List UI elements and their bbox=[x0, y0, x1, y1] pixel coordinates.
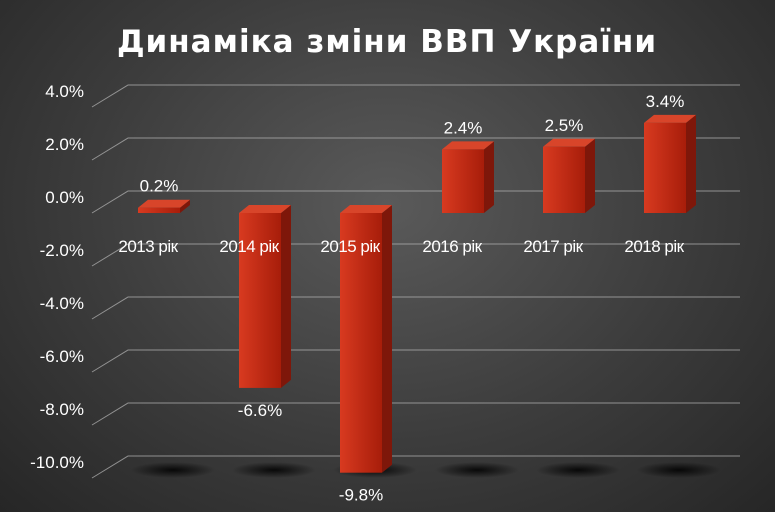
gridline bbox=[91, 296, 740, 320]
bar-side bbox=[585, 138, 595, 213]
bar-2018-рік bbox=[644, 114, 696, 213]
bar-front bbox=[442, 149, 484, 213]
bar-shadow bbox=[131, 462, 215, 478]
bar-front bbox=[543, 146, 585, 213]
bar-front bbox=[239, 213, 281, 388]
data-label: 0.2% bbox=[140, 177, 179, 196]
x-category-label: 2017 рік bbox=[523, 237, 583, 256]
x-category-label: 2014 рік bbox=[219, 237, 279, 256]
bar-side bbox=[281, 205, 291, 388]
bar-top bbox=[543, 138, 595, 147]
y-axis-ticks: 4.0% 2.0% 0.0% -2.0% -4.0% -6.0% -8.0% -10.0% bbox=[30, 82, 84, 472]
bar-top bbox=[239, 205, 291, 213]
gridline bbox=[91, 137, 740, 161]
data-label: 2.4% bbox=[444, 118, 483, 137]
bar-shadow bbox=[435, 462, 519, 478]
bar-shadow bbox=[637, 462, 721, 478]
y-tick-label: -10.0% bbox=[30, 453, 84, 472]
y-tick-label: -2.0% bbox=[40, 241, 84, 260]
bar-top bbox=[138, 199, 190, 208]
bar-shadow bbox=[536, 462, 620, 478]
bar-side bbox=[484, 141, 494, 213]
data-labels: 0.2% -6.6% -9.8% 2.4% 2.5% 3.4% bbox=[140, 92, 685, 505]
bar-front bbox=[340, 213, 382, 473]
bar-2017-рік bbox=[543, 138, 595, 213]
gridline bbox=[91, 84, 740, 108]
floor-shadows bbox=[131, 462, 721, 478]
bar-top bbox=[442, 141, 494, 150]
bar-side bbox=[382, 205, 392, 473]
data-label: -6.6% bbox=[238, 401, 282, 420]
gridline bbox=[91, 243, 740, 267]
x-category-label: 2018 рік bbox=[624, 237, 684, 256]
bar-2014-рік bbox=[239, 205, 291, 388]
bars bbox=[138, 114, 696, 473]
data-label: 3.4% bbox=[646, 92, 685, 111]
x-category-label: 2013 рік bbox=[118, 237, 178, 256]
y-tick-label: 4.0% bbox=[45, 82, 84, 101]
y-tick-label: 2.0% bbox=[45, 135, 84, 154]
bar-2013-рік bbox=[138, 199, 190, 213]
bar-shadow bbox=[232, 462, 316, 478]
bar-top bbox=[340, 205, 392, 213]
x-category-label: 2016 рік bbox=[422, 237, 482, 256]
x-axis-categories: 2013 рік 2014 рік 2015 рік 2016 рік 2017 рік… bbox=[118, 237, 685, 256]
data-label: 2.5% bbox=[545, 116, 584, 135]
bar-front bbox=[138, 207, 180, 213]
chart-title: Динаміка зміни ВВП України bbox=[117, 24, 657, 60]
bar-front bbox=[644, 122, 686, 213]
gridline bbox=[91, 190, 740, 214]
gridline bbox=[91, 455, 740, 479]
y-tick-label: -8.0% bbox=[40, 400, 84, 419]
data-label: -9.8% bbox=[339, 486, 383, 505]
bar-2016-рік bbox=[442, 141, 494, 213]
bar-2015-рік bbox=[340, 205, 392, 473]
y-tick-label: 0.0% bbox=[45, 188, 84, 207]
y-tick-label: -4.0% bbox=[40, 294, 84, 313]
bar-side bbox=[686, 114, 696, 213]
bar-top bbox=[644, 114, 696, 123]
bar-side bbox=[180, 199, 190, 213]
x-category-label: 2015 рік bbox=[320, 237, 380, 256]
gridline bbox=[91, 349, 740, 373]
gridlines bbox=[91, 84, 740, 479]
y-tick-label: -6.0% bbox=[40, 347, 84, 366]
gridline bbox=[91, 402, 740, 426]
